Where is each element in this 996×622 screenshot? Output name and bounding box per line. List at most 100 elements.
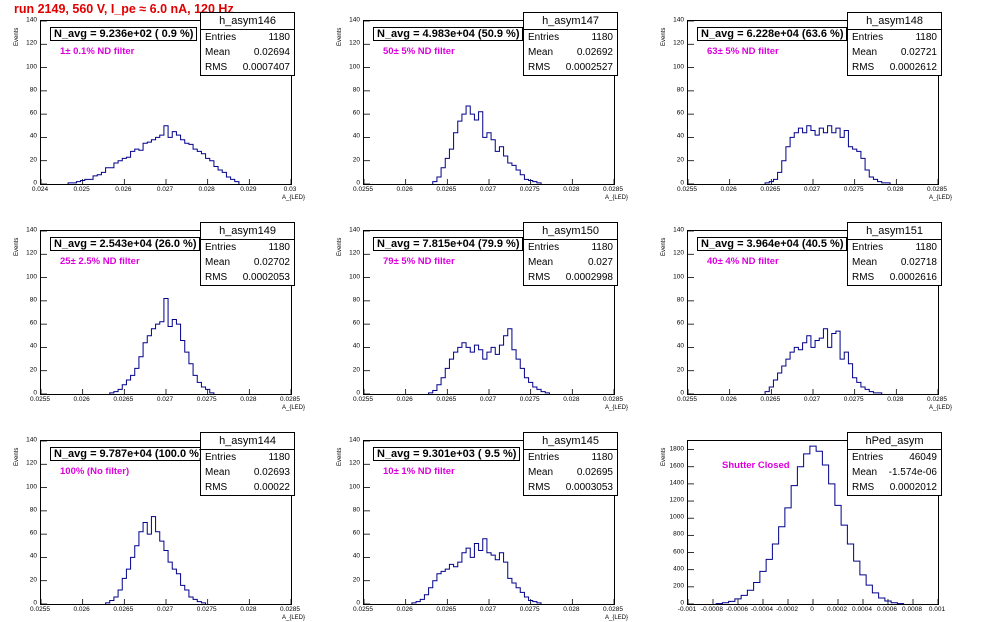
y-tick-label: 120 <box>26 249 37 257</box>
x-tick-label: 0.027 <box>803 396 821 403</box>
x-tick-label: 0.026 <box>115 186 132 193</box>
x-axis-label: A_{LED} <box>282 195 306 201</box>
y-tick-label: 0 <box>680 179 684 187</box>
stats-row-rms: RMS 0.0002012 <box>848 480 941 495</box>
stats-value: 0.00022 <box>253 482 290 493</box>
x-tick-label: 0.027 <box>479 606 497 613</box>
stats-row-mean: Mean 0.02694 <box>201 45 294 60</box>
x-tick-label: 0.0265 <box>760 396 781 403</box>
stats-label: RMS <box>528 62 551 73</box>
x-tick-label: 0.026 <box>720 396 737 403</box>
stats-title: h_asym148 <box>848 13 941 30</box>
y-tick-label: 20 <box>29 156 37 164</box>
y-tick-label: 120 <box>349 459 360 467</box>
y-tick-label: 60 <box>352 319 360 327</box>
y-axis-label: Events <box>337 237 343 256</box>
x-axis-label: A_{LED} <box>929 195 953 201</box>
y-tick-label: 20 <box>29 366 37 374</box>
stats-label: RMS <box>528 272 551 283</box>
stats-label: RMS <box>205 62 228 73</box>
y-tick-label: 40 <box>676 132 684 140</box>
x-tick-label: 0.027 <box>156 186 174 193</box>
x-tick-label: 0.028 <box>240 606 257 613</box>
run-title: run 2149, 560 V, I_pe ≈ 6.0 nA, 120 Hz <box>14 2 234 16</box>
stats-title: h_asym150 <box>524 223 617 240</box>
stats-row-rms: RMS 0.0002527 <box>524 60 617 75</box>
y-tick-label: 100 <box>673 63 684 71</box>
y-tick-label: 120 <box>349 249 360 257</box>
y-tick-label: 100 <box>26 63 37 71</box>
histogram <box>40 230 292 395</box>
stats-title: h_asym147 <box>524 13 617 30</box>
x-tick-label: 0.0275 <box>519 396 540 403</box>
x-tick-label: 0.027 <box>803 186 821 193</box>
y-tick-label: 60 <box>29 109 37 117</box>
y-tick-label: 40 <box>29 132 37 140</box>
filter-annotation: 10± 1% ND filter <box>383 466 455 477</box>
stats-value: 1180 <box>591 32 613 43</box>
y-tick-label: 20 <box>676 156 684 164</box>
x-tick-label: 0.026 <box>720 186 737 193</box>
stats-label: RMS <box>852 272 875 283</box>
x-tick-label: 0 <box>810 606 814 613</box>
x-tick-label: 0.028 <box>563 186 580 193</box>
stats-label: Entries <box>528 32 560 43</box>
filter-annotation: 40± 4% ND filter <box>707 256 779 267</box>
y-tick-label: 60 <box>29 529 37 537</box>
x-tick-label: 0.001 <box>928 606 946 613</box>
y-tick-label: 40 <box>676 342 684 350</box>
y-tick-label: 800 <box>673 530 684 538</box>
stats-row-rms: RMS 0.0007407 <box>201 60 294 75</box>
stats-box: h_asym148 Entries 1180 Mean 0.02721 RMS 0.0002… <box>847 12 942 76</box>
y-tick-label: 40 <box>29 342 37 350</box>
y-tick-label: 140 <box>26 226 37 234</box>
stats-value: 1180 <box>591 452 613 463</box>
x-tick-label: -0.0002 <box>775 606 799 613</box>
panel-title: N_avg = 3.964e+04 (40.5 %) <box>697 237 848 251</box>
y-tick-label: 120 <box>673 249 684 257</box>
x-tick-label: 0.0265 <box>436 186 457 193</box>
y-tick-label: 40 <box>29 552 37 560</box>
stats-title: h_asym149 <box>201 223 294 240</box>
x-tick-label: 0.0255 <box>30 396 50 403</box>
x-tick-label: 0.026 <box>73 606 90 613</box>
panel-title: N_avg = 9.236e+02 ( 0.9 %) <box>50 27 198 41</box>
stats-row-entries: Entries 1180 <box>201 240 294 255</box>
stats-row-rms: RMS 0.0002053 <box>201 270 294 285</box>
stats-value: 0.0007407 <box>242 62 290 73</box>
y-tick-label: 100 <box>673 273 684 281</box>
histogram-series <box>764 125 891 184</box>
x-tick-label: 0.0265 <box>436 606 457 613</box>
x-tick-label: 0.027 <box>156 396 174 403</box>
y-tick-label: 60 <box>352 109 360 117</box>
y-tick-label: 1400 <box>669 479 684 487</box>
stats-row-entries: Entries 1180 <box>524 450 617 465</box>
histogram-series <box>411 538 542 604</box>
x-tick-label: 0.0285 <box>927 186 947 193</box>
stats-row-mean: Mean 0.02692 <box>524 45 617 60</box>
histogram-series <box>109 298 215 394</box>
panel-title: N_avg = 9.301e+03 ( 9.5 %) <box>373 447 521 461</box>
stats-row-entries: Entries 1180 <box>201 450 294 465</box>
stats-label: Entries <box>852 32 884 43</box>
stats-label: RMS <box>852 482 875 493</box>
stats-row-rms: RMS 0.0003053 <box>524 480 617 495</box>
y-tick-label: 120 <box>349 39 360 47</box>
stats-box: h_asym151 Entries 1180 Mean 0.02718 RMS 0.0002… <box>847 222 942 286</box>
y-tick-label: 140 <box>26 16 37 24</box>
stats-value: 0.02694 <box>253 47 290 58</box>
y-tick-label: 120 <box>26 459 37 467</box>
y-tick-label: 80 <box>676 86 684 94</box>
stats-box: h_asym150 Entries 1180 Mean 0.027 RMS 0.000299… <box>523 222 618 286</box>
y-tick-label: 100 <box>26 483 37 491</box>
x-tick-label: 0.0255 <box>677 396 697 403</box>
x-tick-label: 0.028 <box>563 606 580 613</box>
stats-label: RMS <box>205 272 228 283</box>
filter-annotation: Shutter Closed <box>722 460 790 471</box>
stats-box: h_asym145 Entries 1180 Mean 0.02695 RMS 0.0003… <box>523 432 618 496</box>
panel-title: N_avg = 4.983e+04 (50.9 %) <box>373 27 524 41</box>
y-tick-label: 140 <box>673 226 684 234</box>
y-tick-label: 0 <box>680 599 684 607</box>
y-tick-label: 1200 <box>669 496 684 504</box>
y-tick-label: 600 <box>673 548 684 556</box>
